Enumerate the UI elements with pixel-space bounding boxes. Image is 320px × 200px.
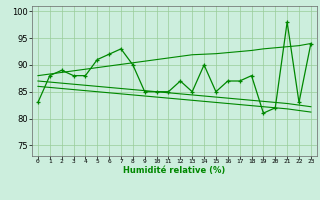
- X-axis label: Humidité relative (%): Humidité relative (%): [123, 166, 226, 175]
